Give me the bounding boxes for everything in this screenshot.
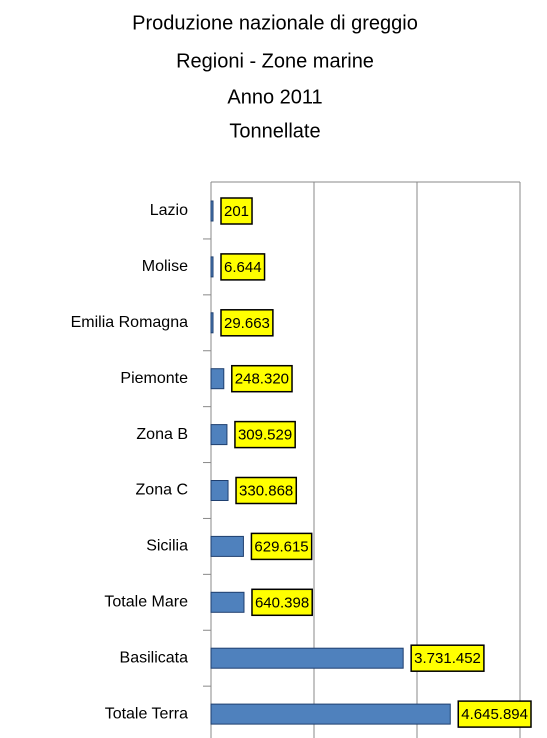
data-label-box: [234, 420, 296, 449]
data-label-box: [410, 644, 485, 672]
bar: [210, 535, 244, 557]
data-label: 3.731.452: [414, 650, 481, 667]
bar: [210, 368, 225, 390]
bar: [210, 256, 214, 278]
data-label-box: [231, 364, 293, 393]
data-label-box: [220, 253, 266, 281]
y-tick-label: Zona C: [136, 482, 188, 499]
data-label: 309.529: [238, 427, 292, 444]
bar: [210, 703, 451, 725]
bar: [210, 591, 245, 613]
y-tick-label: Piemonte: [120, 370, 188, 387]
data-label: 6.644: [224, 259, 262, 276]
bar: [210, 200, 214, 222]
y-tick-label: Basilicata: [120, 649, 189, 666]
y-tick-label: Zona B: [136, 426, 188, 443]
data-label: 201: [224, 203, 249, 220]
chart-title: Produzione nazionale di greggio: [132, 12, 418, 34]
y-tick-label: Sicilia: [146, 538, 188, 555]
data-label: 4.645.894: [461, 706, 528, 723]
data-label-box: [220, 309, 274, 337]
data-label: 629.615: [254, 538, 308, 555]
data-label: 330.868: [239, 482, 293, 499]
y-tick-label: Emilia Romagna: [71, 314, 188, 331]
chart-title: Anno 2011: [227, 86, 322, 108]
bar: [210, 424, 228, 446]
y-tick-label: Totale Mare: [104, 594, 188, 611]
data-label-box: [251, 588, 313, 617]
y-tick-label: Totale Terra: [105, 705, 188, 722]
bar: [210, 647, 404, 669]
data-label: 29.663: [224, 315, 270, 332]
data-label-box: [220, 197, 253, 225]
data-label-box: [250, 532, 313, 561]
y-tick-label: Lazio: [150, 202, 188, 219]
chart-title: Tonnellate: [229, 120, 320, 142]
bar: [210, 312, 214, 334]
y-tick-label: Molise: [142, 258, 188, 275]
data-label: 640.398: [255, 594, 309, 611]
data-label-box: [457, 700, 532, 728]
chart-title: Regioni - Zone marine: [176, 50, 374, 72]
data-label: 248.320: [235, 371, 289, 388]
data-label-box: [235, 476, 298, 505]
bar: [210, 480, 229, 501]
